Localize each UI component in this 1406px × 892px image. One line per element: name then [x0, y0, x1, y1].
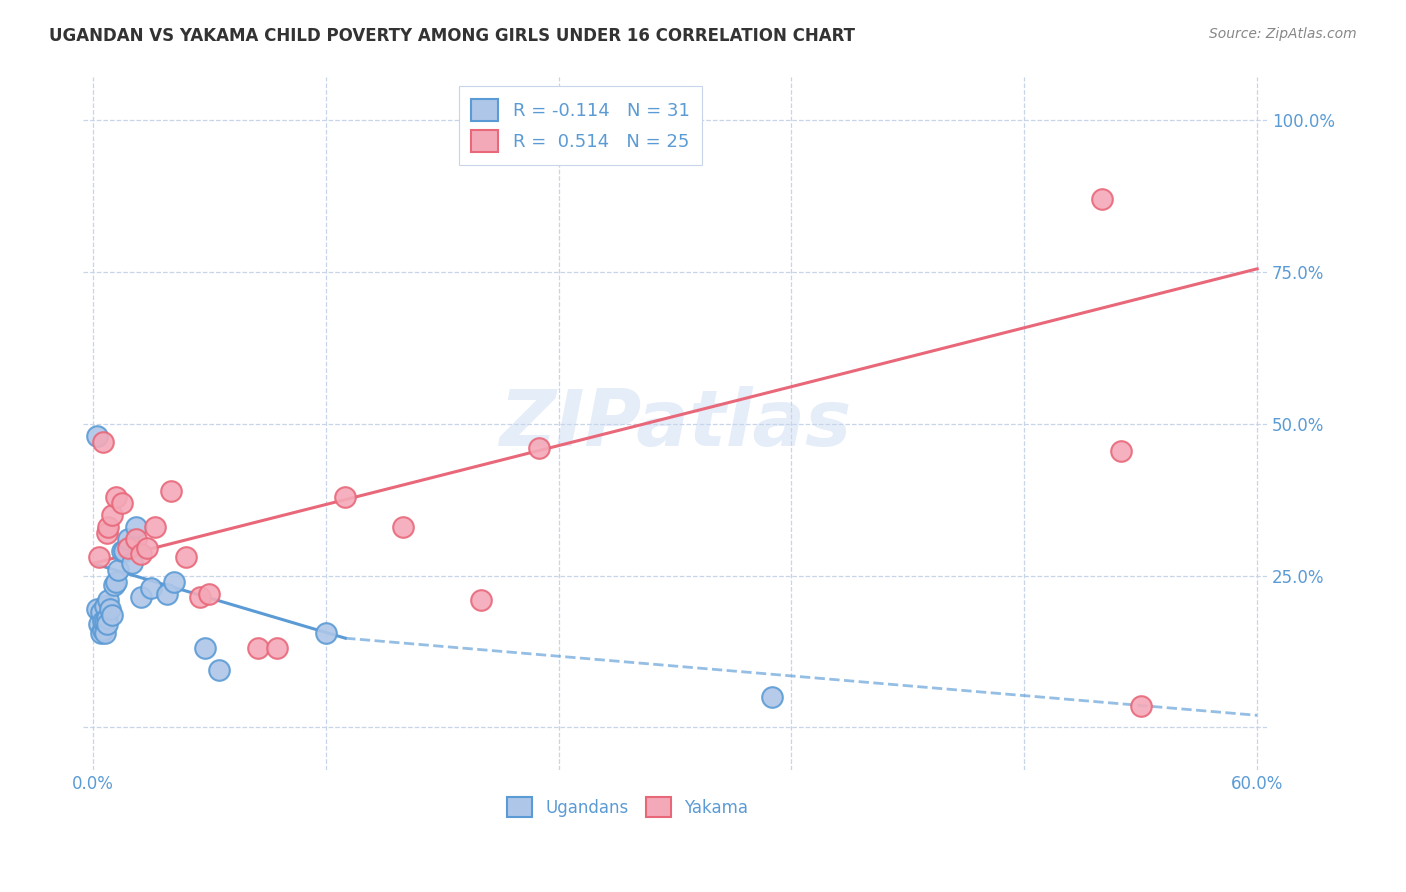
Point — [91, 624, 114, 638]
Text: ZIPatlas: ZIPatlas — [499, 385, 851, 462]
Point — [97, 520, 120, 534]
Point — [141, 581, 163, 595]
Point — [96, 526, 118, 541]
Point — [91, 434, 114, 449]
Point — [188, 590, 211, 604]
Point — [97, 593, 120, 607]
Point — [1111, 444, 1133, 458]
Point — [96, 611, 118, 625]
Point — [246, 641, 269, 656]
Point — [111, 496, 134, 510]
Point — [86, 602, 108, 616]
Legend: Ugandans, Yakama: Ugandans, Yakama — [501, 790, 755, 824]
Point — [101, 608, 124, 623]
Point — [93, 626, 115, 640]
Text: Source: ZipAtlas.com: Source: ZipAtlas.com — [1209, 27, 1357, 41]
Point — [159, 483, 181, 498]
Point — [105, 574, 128, 589]
Point — [86, 429, 108, 443]
Point — [131, 590, 153, 604]
Point — [117, 541, 139, 556]
Point — [111, 544, 134, 558]
Point — [100, 602, 122, 616]
Point — [266, 641, 288, 656]
Point — [124, 532, 146, 546]
Point — [103, 578, 125, 592]
Point — [156, 587, 179, 601]
Point — [105, 490, 128, 504]
Point — [91, 614, 114, 628]
Point — [93, 599, 115, 613]
Point — [392, 520, 415, 534]
Point — [198, 587, 221, 601]
Point — [1091, 192, 1114, 206]
Point — [93, 614, 115, 628]
Point — [143, 520, 166, 534]
Point — [335, 490, 357, 504]
Point — [1129, 699, 1152, 714]
Point — [163, 574, 186, 589]
Point — [90, 605, 112, 619]
Point — [208, 663, 231, 677]
Point — [761, 690, 783, 704]
Point — [96, 617, 118, 632]
Point — [136, 541, 159, 556]
Point — [194, 641, 217, 656]
Point — [87, 550, 110, 565]
Point — [124, 520, 146, 534]
Text: UGANDAN VS YAKAMA CHILD POVERTY AMONG GIRLS UNDER 16 CORRELATION CHART: UGANDAN VS YAKAMA CHILD POVERTY AMONG GI… — [49, 27, 855, 45]
Point — [121, 557, 143, 571]
Point — [107, 562, 129, 576]
Point — [529, 441, 551, 455]
Point — [117, 532, 139, 546]
Point — [90, 626, 112, 640]
Point — [315, 626, 337, 640]
Point — [174, 550, 197, 565]
Point — [131, 547, 153, 561]
Point — [470, 593, 492, 607]
Point — [101, 508, 124, 522]
Point — [112, 544, 135, 558]
Point — [87, 617, 110, 632]
